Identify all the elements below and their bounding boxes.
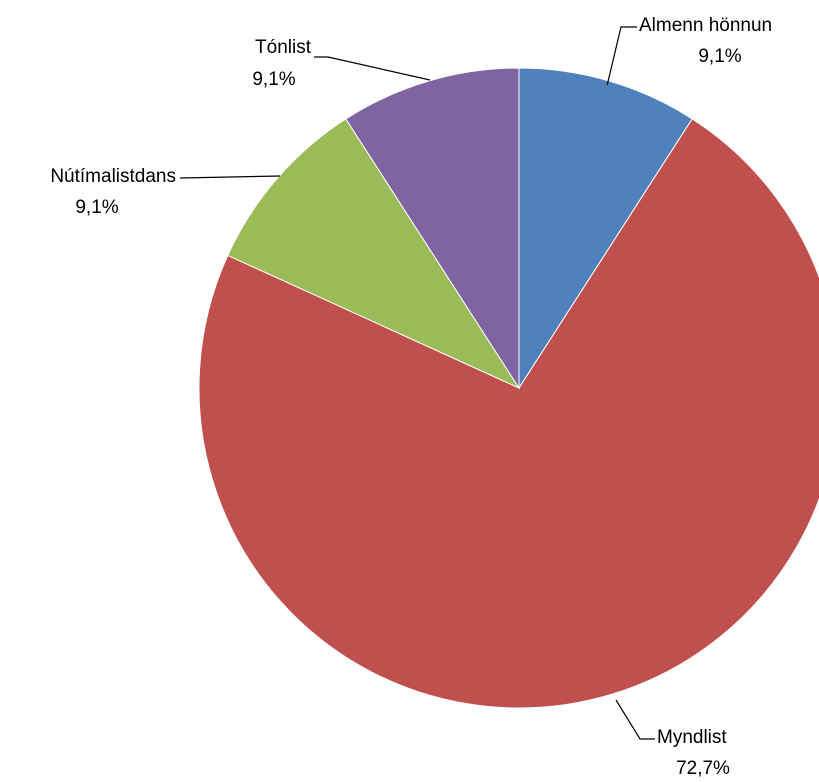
slice-name-label: Myndlist <box>657 727 727 748</box>
data-label-almenn-honnun: Almenn hönnun 9,1% <box>639 15 772 67</box>
data-label-myndlist: Myndlist 72,7% <box>657 727 730 779</box>
slice-value-label: 9,1% <box>252 69 295 90</box>
leader-line <box>615 699 655 740</box>
slice-value-label: 9,1% <box>75 197 118 218</box>
pie-slice-myndlist <box>198 118 819 709</box>
slice-name-label: Almenn hönnun <box>639 15 772 36</box>
slice-value-label: 72,7% <box>676 758 730 779</box>
pie-slice-almenn-honnun <box>518 67 693 390</box>
leader-lines <box>179 26 655 740</box>
pie-slice-tonlist <box>345 67 520 390</box>
data-label-nutimalistdans: Nútímalistdans 9,1% <box>50 166 176 218</box>
leader-line <box>606 26 637 86</box>
slice-name-label: Nútímalistdans <box>50 166 176 187</box>
pie-slices <box>198 67 819 709</box>
leader-line <box>179 175 281 179</box>
slice-value-label: 9,1% <box>698 46 741 67</box>
leader-line <box>314 56 431 81</box>
slice-name-label: Tónlist <box>255 37 312 58</box>
data-label-tonlist: Tónlist 9,1% <box>252 37 311 90</box>
pie-slice-nutimalistdans <box>227 118 521 390</box>
